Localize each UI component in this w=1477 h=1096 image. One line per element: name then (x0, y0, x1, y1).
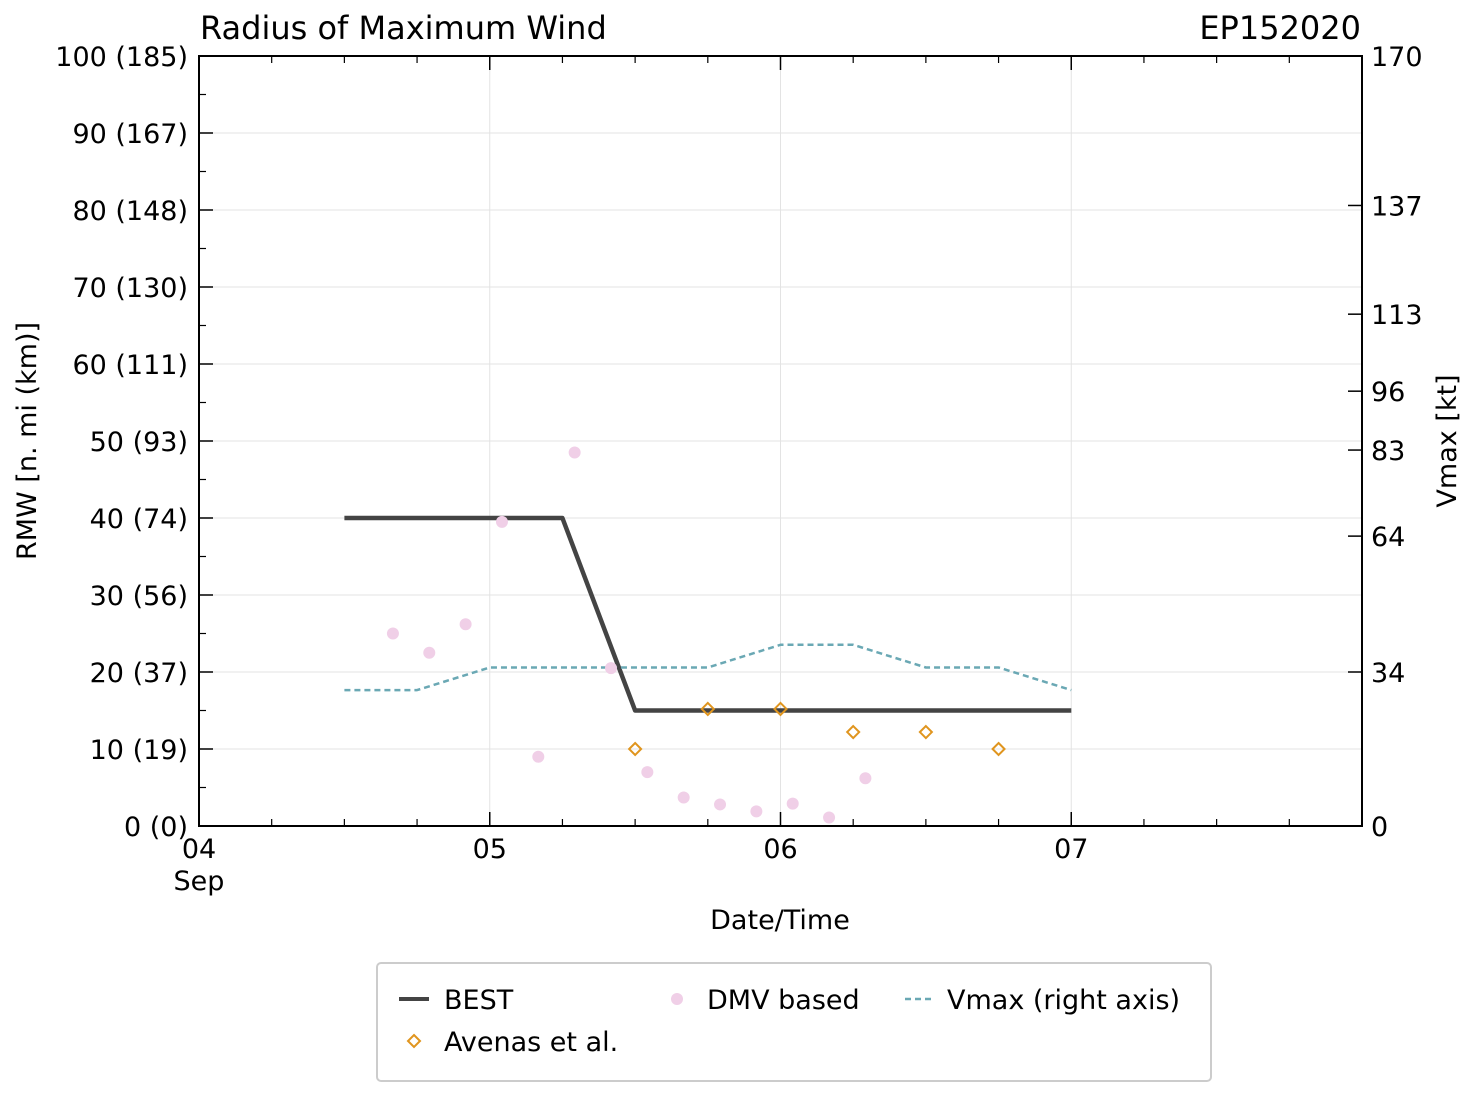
grid-lines (199, 56, 1362, 826)
y-right-tick-label: 137 (1371, 191, 1423, 222)
y-tick-label: 10 (19) (90, 735, 188, 766)
avenas-point (627, 741, 643, 757)
avenas-point (918, 724, 934, 740)
avenas-point (773, 701, 788, 717)
y-tick-label: 70 (130) (72, 273, 188, 304)
y-axis-label: RMW [n. mi (km)] (12, 322, 43, 560)
y-right-tick-label: 34 (1371, 658, 1405, 689)
legend: BEST DMV based Vmax (right axis) Avenas … (376, 962, 1212, 1082)
y-tick-label: 80 (148) (72, 196, 188, 227)
y-right-tick-label: 83 (1371, 436, 1405, 467)
y-right-tick-label: 170 (1371, 42, 1423, 73)
y-axis-label-right: Vmax [kt] (1432, 374, 1463, 507)
y-tick-label: 30 (56) (90, 581, 188, 612)
dmv-point (386, 627, 399, 640)
x-tick-sublabel: Sep (174, 866, 225, 897)
y-tick-label: 90 (167) (72, 119, 188, 150)
legend-dmv-swatch (671, 993, 683, 1005)
dmv-point (714, 798, 727, 811)
storm-id: EP152020 (1199, 9, 1361, 47)
avenas-point (845, 724, 861, 740)
legend-avenas-swatch (406, 1033, 422, 1049)
dmv-point (641, 766, 654, 779)
legend-avenas-label: Avenas et al. (444, 1027, 618, 1058)
y-tick-label: 0 (0) (124, 812, 188, 843)
y-right-tick-label: 64 (1371, 522, 1405, 553)
x-axis-label: Date/Time (710, 905, 850, 936)
y-tick-label: 40 (74) (90, 504, 188, 535)
dmv-point (750, 805, 763, 818)
legend-dmv-label: DMV based (707, 985, 860, 1016)
x-tick-label: 06 (763, 834, 797, 865)
avenas-point (700, 701, 716, 717)
dmv-point (604, 662, 617, 675)
dmv-point (495, 515, 508, 528)
plot-frame (198, 55, 1363, 827)
legend-box (376, 962, 1212, 1082)
y-tick-label: 20 (37) (90, 658, 188, 689)
y-right-tick-label: 0 (1371, 812, 1388, 843)
dmv-point (532, 750, 545, 763)
tick-labels: 0 (0) 10 (19) 20 (37) 30 (56) 40 (74) 50 (93)… (55, 42, 1422, 897)
avenas-point (991, 741, 1006, 757)
dmv-point (859, 772, 872, 785)
x-tick-label: 05 (473, 834, 507, 865)
x-tick-label: 04 (182, 834, 216, 865)
y-tick-label: 50 (93) (90, 427, 188, 458)
best-track-line (344, 515, 1072, 713)
legend-best-label: BEST (444, 985, 514, 1016)
y-right-tick-label: 96 (1371, 377, 1405, 408)
vmax-line (344, 643, 1072, 692)
data-series (344, 446, 1072, 824)
dmv-point (786, 797, 799, 810)
dmv-point (823, 811, 836, 824)
legend-vmax-label: Vmax (right axis) (947, 985, 1180, 1016)
y-tick-label: 60 (111) (72, 350, 188, 381)
chart-title: Radius of Maximum Wind (200, 9, 607, 47)
dmv-point (423, 646, 436, 659)
dmv-point (459, 618, 472, 631)
x-tick-label: 07 (1054, 834, 1088, 865)
y-right-tick-label: 113 (1371, 300, 1423, 331)
dmv-point (568, 446, 581, 459)
y-tick-label: 100 (185) (55, 42, 188, 73)
dmv-point (677, 791, 690, 804)
